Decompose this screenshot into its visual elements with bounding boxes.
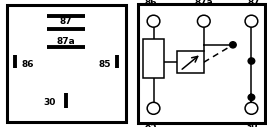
Text: 85: 85 — [145, 122, 157, 127]
Text: 87: 87 — [248, 0, 260, 7]
Circle shape — [147, 102, 160, 114]
Text: 85: 85 — [98, 60, 111, 69]
Circle shape — [147, 15, 160, 27]
Text: 87: 87 — [60, 17, 72, 26]
Circle shape — [248, 94, 255, 100]
Circle shape — [245, 15, 258, 27]
Circle shape — [230, 42, 236, 48]
Text: 30: 30 — [245, 122, 258, 127]
Circle shape — [197, 15, 210, 27]
Bar — [177, 51, 204, 73]
Bar — [143, 39, 164, 78]
Text: 86: 86 — [145, 0, 157, 7]
Text: 87a: 87a — [194, 0, 213, 7]
Text: 30: 30 — [44, 98, 56, 107]
Text: 86: 86 — [22, 60, 34, 69]
Circle shape — [245, 102, 258, 114]
Text: 87a: 87a — [57, 37, 76, 46]
Circle shape — [248, 58, 255, 64]
